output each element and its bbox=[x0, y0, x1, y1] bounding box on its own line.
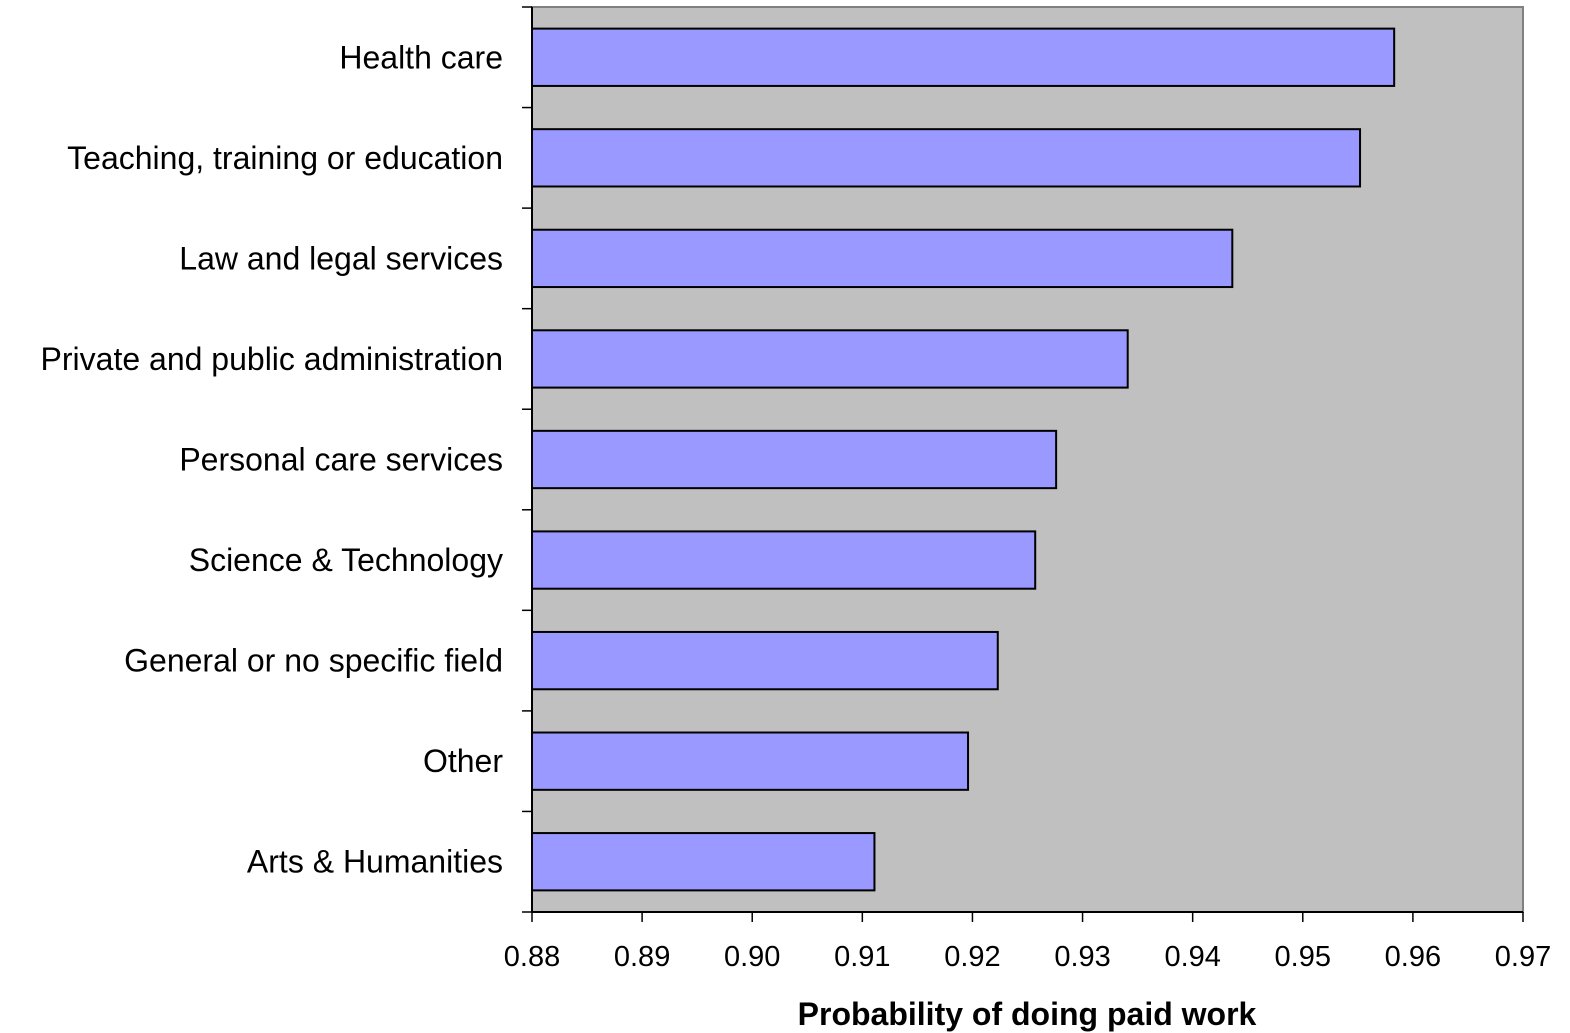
category-label-1: Teaching, training or education bbox=[67, 140, 503, 176]
bar-2 bbox=[531, 228, 1234, 289]
bar-4 bbox=[531, 429, 1058, 490]
x-tick-label-9: 0.97 bbox=[1495, 941, 1551, 973]
x-tick-label-6: 0.94 bbox=[1164, 941, 1220, 973]
bar-3 bbox=[531, 329, 1129, 389]
bar-6 bbox=[531, 630, 999, 691]
x-tick-label-8: 0.96 bbox=[1385, 941, 1441, 973]
x-tick-label-3: 0.91 bbox=[834, 941, 890, 973]
x-tick-label-1: 0.89 bbox=[614, 941, 670, 973]
x-tick-label-0: 0.88 bbox=[504, 941, 560, 973]
bars-layer bbox=[531, 27, 1396, 892]
x-tick-labels: 0.88 0.89 0.90 0.91 0.92 0.93 0.94 0.95 0.96 0.97 bbox=[504, 941, 1551, 973]
bar-7 bbox=[531, 731, 970, 791]
axes-layer bbox=[522, 6, 1524, 922]
category-label-4: Personal care services bbox=[179, 442, 503, 478]
x-tick-label-2: 0.90 bbox=[724, 941, 780, 973]
x-tick-label-4: 0.92 bbox=[944, 941, 1000, 973]
x-axis-title: Probability of doing paid work bbox=[798, 996, 1257, 1032]
category-label-7: Other bbox=[423, 743, 503, 779]
x-tick-label-7: 0.95 bbox=[1275, 941, 1331, 973]
bar-8 bbox=[531, 832, 876, 892]
bar-1 bbox=[531, 128, 1362, 188]
category-label-6: General or no specific field bbox=[124, 643, 503, 679]
bar-0 bbox=[531, 27, 1396, 87]
bar-5 bbox=[531, 530, 1037, 590]
x-tick-label-5: 0.93 bbox=[1054, 941, 1110, 973]
category-label-2: Law and legal services bbox=[179, 240, 503, 276]
category-label-8: Arts & Humanities bbox=[247, 844, 503, 880]
category-label-3: Private and public administration bbox=[41, 341, 503, 377]
category-label-0: Health care bbox=[339, 39, 503, 75]
category-labels: Health care Teaching, training or educati… bbox=[41, 39, 504, 879]
category-label-5: Science & Technology bbox=[189, 542, 503, 578]
